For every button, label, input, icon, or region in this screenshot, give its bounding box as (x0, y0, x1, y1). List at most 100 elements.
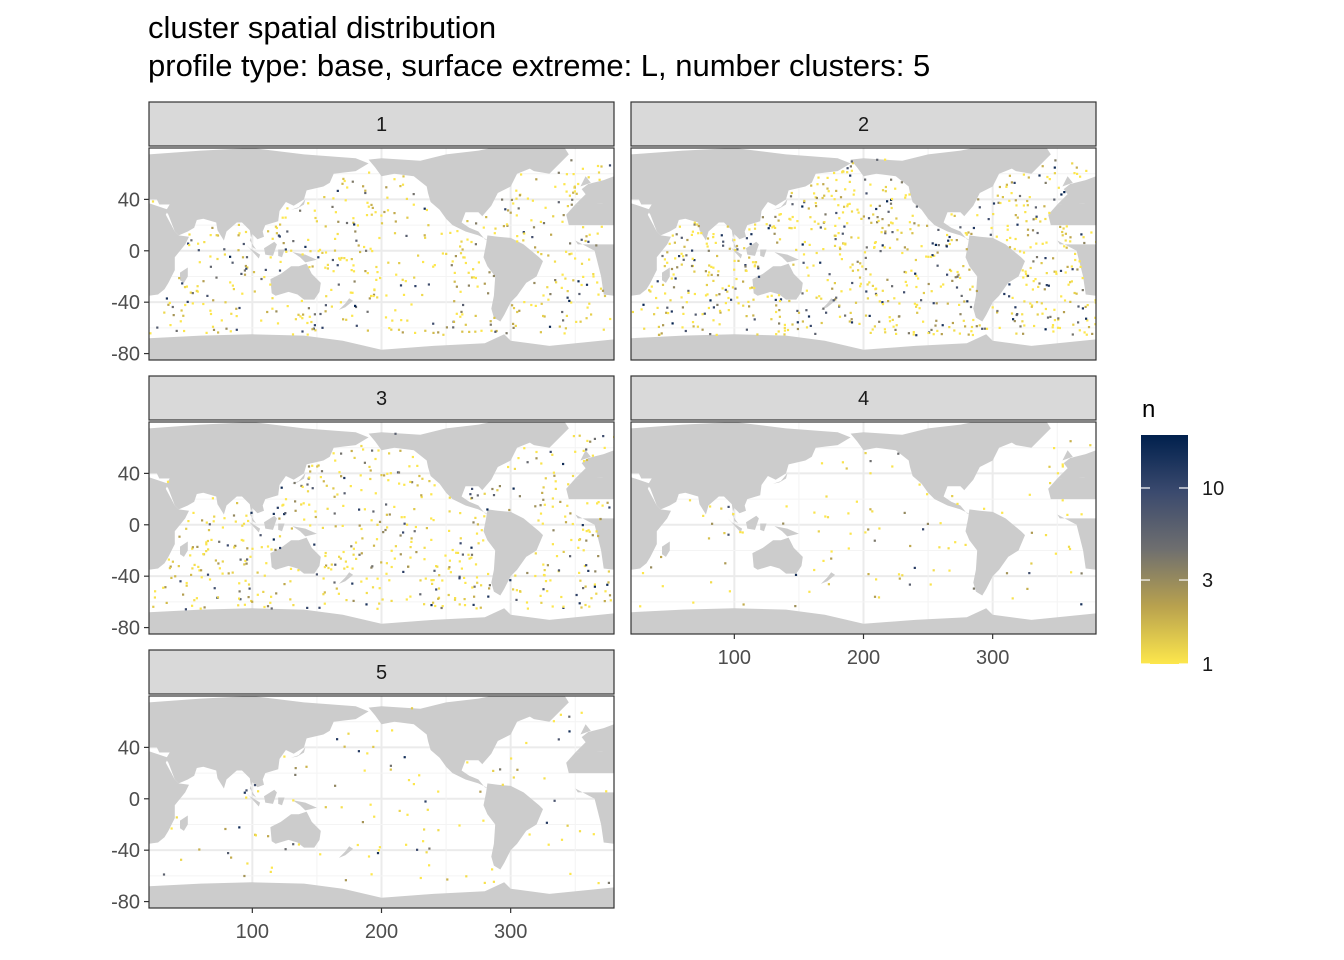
data-cell (337, 283, 340, 286)
data-cell (1078, 260, 1081, 263)
data-cell (343, 179, 346, 183)
data-cell (850, 160, 853, 163)
data-cell (321, 251, 324, 254)
data-cell (1053, 172, 1056, 175)
data-cell (203, 606, 206, 609)
data-cell (190, 573, 193, 576)
data-cell (575, 593, 578, 597)
land-shape (149, 148, 369, 250)
data-cell (562, 319, 565, 322)
data-cell (922, 291, 925, 295)
data-cell (279, 223, 282, 226)
data-cell (436, 565, 439, 568)
data-cell (1003, 292, 1006, 296)
data-cell (790, 227, 793, 230)
data-cell (848, 320, 851, 323)
data-cell (229, 281, 232, 284)
data-cell (588, 530, 591, 533)
data-cell (227, 572, 230, 575)
y-tick-label: -80 (111, 892, 140, 914)
data-cell (681, 306, 684, 309)
data-cell (851, 269, 854, 272)
data-cell (306, 333, 309, 336)
data-cell (753, 286, 756, 290)
data-cell (840, 258, 843, 261)
data-cell (376, 852, 380, 855)
data-cell (734, 287, 737, 290)
data-cell (250, 511, 253, 514)
data-cell (284, 216, 287, 219)
data-cell (343, 745, 346, 748)
data-cell (487, 595, 490, 598)
data-cell (607, 581, 610, 584)
data-cell (912, 331, 915, 334)
data-cell (183, 329, 186, 333)
data-cell (805, 326, 809, 329)
data-cell (383, 210, 386, 214)
data-cell (371, 250, 374, 253)
data-cell (345, 259, 348, 262)
data-cell (179, 580, 182, 583)
data-cell (886, 278, 889, 281)
data-cell (964, 543, 967, 546)
data-cell (474, 243, 477, 246)
data-cell (906, 248, 909, 251)
data-cell (237, 234, 240, 237)
data-cell (360, 580, 363, 583)
data-cell (903, 291, 906, 294)
data-cell (754, 261, 757, 264)
data-cell (997, 201, 1000, 204)
data-cell (306, 606, 309, 609)
data-cell (496, 489, 499, 492)
data-cell (753, 227, 757, 230)
data-cell (843, 225, 846, 228)
data-cell (378, 236, 381, 240)
data-cell (849, 532, 852, 535)
data-cell (375, 278, 378, 281)
data-cell (464, 323, 467, 326)
data-cell (343, 567, 346, 570)
data-cell (274, 548, 277, 551)
data-cell (869, 183, 872, 186)
data-cell (728, 247, 731, 250)
data-cell (671, 322, 674, 325)
data-cell (422, 260, 425, 264)
data-cell (534, 552, 537, 555)
data-cell (191, 547, 194, 550)
data-cell (1077, 321, 1080, 324)
data-cell (1071, 162, 1074, 165)
data-cell (544, 206, 547, 209)
data-cell (878, 320, 881, 323)
facet-label: 5 (376, 662, 387, 684)
data-cell (515, 598, 518, 601)
data-cell (409, 595, 412, 598)
data-cell (834, 238, 837, 241)
data-cell (727, 284, 730, 287)
data-cell (599, 287, 603, 290)
land-shape (483, 509, 543, 596)
data-cell (557, 569, 561, 572)
data-cell (939, 522, 942, 525)
data-cell (812, 264, 815, 267)
data-cell (875, 287, 878, 290)
land-shape (566, 477, 614, 500)
data-cell (334, 784, 337, 787)
data-cell (343, 492, 346, 495)
data-cell (468, 330, 471, 333)
data-cell (572, 173, 575, 176)
data-cell (208, 523, 211, 526)
data-cell (1030, 305, 1033, 308)
data-cell (1089, 444, 1092, 447)
data-cell (981, 327, 984, 330)
data-cell (341, 524, 344, 527)
data-cell (441, 252, 444, 255)
data-cell (823, 221, 826, 224)
data-cell (833, 282, 836, 285)
data-cell (825, 311, 828, 314)
data-cell (733, 268, 736, 271)
data-cell (706, 245, 709, 248)
data-cell (542, 294, 545, 297)
data-cell (886, 200, 889, 203)
data-cell (514, 574, 517, 577)
data-cell (572, 435, 575, 438)
